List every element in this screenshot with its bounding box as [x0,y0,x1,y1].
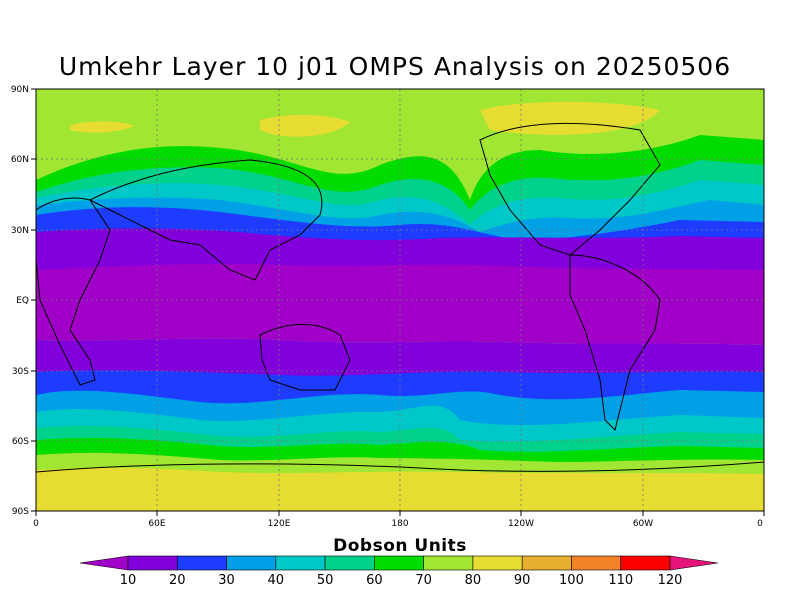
colorbar-tick-label: 50 [317,573,334,588]
colorbar-tick-label: 110 [608,573,633,588]
colorbar-segment [275,555,326,571]
eurasia-coastline [88,159,323,281]
lon-label: 0 [757,519,763,529]
colorbar-tick-label: 80 [465,573,482,588]
latitude-axis: 90N 60N 30N EQ 30S 60S 90S [11,85,36,517]
colorbar-tick-label: 30 [218,573,235,588]
colorbar-segment [127,555,178,571]
colorbar-segment [176,555,227,571]
colorbar-segment [324,555,375,571]
map-title: Umkehr Layer 10 j01 OMPS Analysis on 202… [58,52,732,81]
colorbar-tick-label: 70 [415,573,432,588]
lat-label: EQ [16,296,29,306]
colorbar-segment [521,555,572,571]
lon-label: 120W [508,519,534,529]
colorbar-segment [423,555,474,571]
coastlines [36,122,764,473]
antarctica-coastline [36,461,764,473]
colorbar-segment [374,555,424,571]
colorbar-segment [472,555,523,571]
lon-label: 0 [33,519,39,529]
lat-label: 30S [12,367,29,377]
colorbar-tick-label: 90 [514,573,531,588]
colorbar-tick-label: 100 [559,573,584,588]
colorbar-tick-label: 10 [120,573,137,588]
colorbar-tick-label: 60 [366,573,383,588]
colorbar-title: Dobson Units [333,536,467,556]
gridlines [36,89,764,511]
lat-label: 60N [11,155,29,165]
longitude-axis: 0 60E 120E 180 120W 60W 0 [33,511,765,529]
colorbar: 10 20 30 40 50 60 70 80 90 100 110 120 [79,555,719,588]
colorbar-tick-label: 120 [658,573,683,588]
australia-coastline [259,324,351,391]
south-america-coastline [569,254,661,431]
colorbar-segment [571,555,622,571]
north-america-coastline [479,122,661,256]
lat-label: 90S [12,507,29,517]
lon-label: 120E [268,519,291,529]
colorbar-tick-label: 40 [268,573,285,588]
colorbar-tick-label: 20 [169,573,186,588]
colorbar-segment [620,555,671,571]
lat-label: 90N [11,85,29,95]
lat-label: 30N [11,226,29,236]
colorbar-right-triangle [669,555,719,571]
lon-label: 180 [391,519,408,529]
colorbar-left-triangle [79,555,129,571]
lon-label: 60W [633,519,653,529]
lat-label: 60S [12,437,29,447]
lon-label: 60E [148,519,165,529]
colorbar-segment [226,555,277,571]
